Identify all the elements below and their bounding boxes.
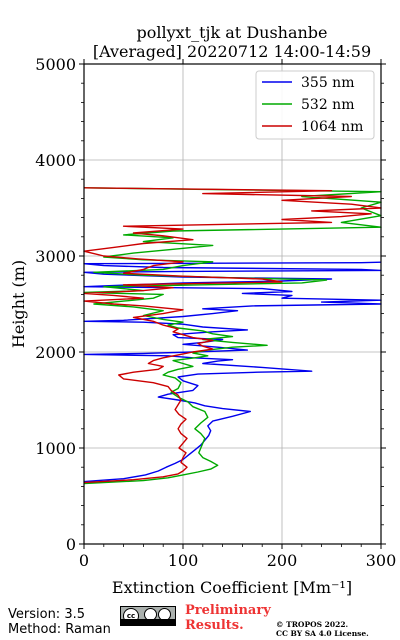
y-tick-label: 4000 (35, 151, 76, 170)
x-axis-label: Extinction Coefficient [Mm⁻¹] (112, 578, 352, 597)
legend-label: 532 nm (301, 97, 354, 113)
legend-label: 355 nm (301, 75, 354, 91)
version-label: Version: 3.5 (8, 607, 85, 622)
x-tick-label: 0 (79, 551, 89, 570)
copyright-line-2: CC BY SA 4.0 License. (276, 629, 369, 638)
series-layer (83, 187, 382, 485)
series-line-1064-nm (83, 187, 382, 484)
chart-title-line-2: [Averaged] 20220712 14:00-14:59 (93, 42, 371, 61)
badge-strip (121, 619, 175, 625)
y-tick-label: 1000 (35, 439, 76, 458)
x-tick-label: 300 (366, 551, 397, 570)
extinction-chart: pollyxt_tjk at Dushanbe [Averaged] 20220… (9, 23, 396, 597)
series-line-355-nm (83, 261, 382, 483)
preliminary-line-2: Results. (185, 618, 244, 633)
x-tick-label: 200 (267, 551, 298, 570)
y-tick-label: 3000 (35, 247, 76, 266)
y-axis-label: Height (m) (9, 260, 28, 348)
plot-frame (83, 63, 382, 545)
legend-box (255, 70, 375, 140)
chart-title-line-1: pollyxt_tjk at Dushanbe (136, 23, 327, 42)
legend: 355 nm 532 nm 1064 nm (255, 70, 375, 140)
preliminary-line-1: Preliminary (185, 603, 271, 618)
copyright-line-1: © TROPOS 2022. (276, 620, 349, 629)
y-tick-label: 0 (66, 535, 76, 554)
cc-license-badge: cc (120, 606, 176, 626)
preliminary-results-notice: Preliminary Results. (185, 603, 271, 633)
method-label: Method: Raman (8, 622, 111, 637)
y-tick-label: 2000 (35, 343, 76, 362)
copyright-notice: © TROPOS 2022. CC BY SA 4.0 License. (276, 620, 369, 638)
y-tick-label: 5000 (35, 55, 76, 74)
x-tick-label: 100 (168, 551, 199, 570)
legend-label: 1064 nm (301, 119, 363, 135)
series-line-532-nm (83, 187, 382, 485)
